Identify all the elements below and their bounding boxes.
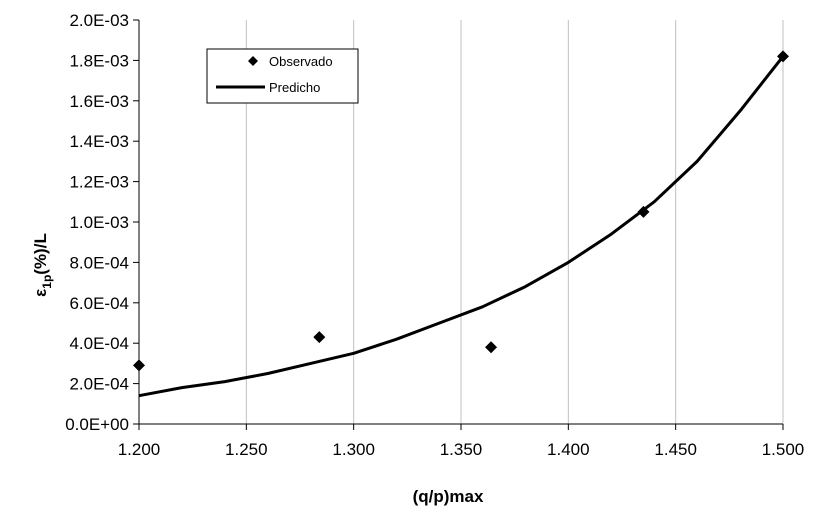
y-tick-label: 0.0E+00 — [65, 415, 129, 434]
y-tick-label: 1.4E-03 — [69, 132, 129, 151]
data-point-observado — [485, 341, 498, 354]
y-tick-label: 1.8E-03 — [69, 51, 129, 70]
series-layer — [133, 50, 789, 398]
x-tick-label: 1.250 — [225, 440, 268, 459]
axes — [133, 19, 784, 430]
y-tick-label: 2.0E-03 — [69, 11, 129, 30]
y-tick-label: 1.0E-03 — [69, 213, 129, 232]
x-tick-labels: 1.200 1.250 1.300 1.350 1.400 1.450 1.500 — [118, 440, 805, 459]
y-tick-label: 1.2E-03 — [69, 173, 129, 192]
y-tick-labels: 0.0E+00 2.0E-04 4.0E-04 6.0E-04 8.0E-04 1.0E-… — [65, 11, 129, 434]
legend-label-predicho: Predicho — [269, 80, 320, 95]
series-line-predicho — [138, 55, 785, 398]
data-point-observado — [313, 331, 326, 344]
x-tick-label: 1.300 — [332, 440, 375, 459]
y-axis-title-subscript: 1p — [40, 275, 54, 289]
x-tick-label: 1.350 — [440, 440, 483, 459]
data-point-observado — [133, 359, 145, 372]
y-tick-label: 4.0E-04 — [69, 334, 129, 353]
x-tick-label: 1.400 — [547, 440, 590, 459]
y-tick-label: 8.0E-04 — [69, 253, 129, 272]
data-point-observado — [777, 50, 789, 63]
y-tick-label: 1.6E-03 — [69, 92, 129, 111]
y-tick-label: 6.0E-04 — [69, 294, 129, 313]
legend-box — [206, 48, 359, 104]
y-tick-label: 2.0E-04 — [69, 375, 129, 394]
y-axis-title: ε1p(%)/L — [31, 233, 54, 297]
legend-label-observado: Observado — [269, 54, 333, 69]
x-tick-label: 1.200 — [118, 440, 161, 459]
x-axis-title: (q/p)max — [413, 487, 484, 506]
legend: Observado Predicho — [206, 48, 359, 104]
data-point-observado — [637, 205, 650, 218]
x-tick-label: 1.450 — [654, 440, 697, 459]
x-tick-label: 1.500 — [762, 440, 805, 459]
legend-marker-observado — [248, 56, 258, 66]
y-axis-title-symbol: ε — [31, 289, 50, 297]
y-axis-title-rest: (%)/L — [31, 233, 50, 275]
